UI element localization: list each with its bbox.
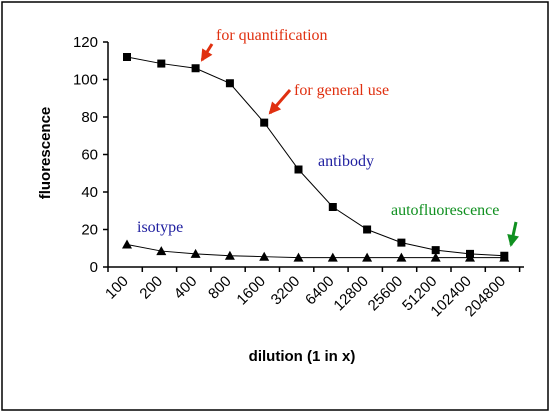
data-point [328, 203, 337, 211]
y-tick-label: 100 [73, 72, 98, 89]
annotation: antibody [318, 153, 374, 170]
data-point [225, 79, 234, 88]
annotation-arrowhead [268, 101, 282, 115]
annotation: for quantification [200, 27, 328, 62]
data-point [122, 239, 132, 249]
annotation-label: antibody [318, 153, 374, 170]
annotation-label: for general use [294, 82, 389, 99]
data-point [156, 246, 167, 256]
data-point [396, 252, 407, 262]
annotation-arrowhead [507, 233, 519, 247]
x-axis-title: dilution (1 in x) [249, 348, 356, 365]
series-layer [122, 53, 510, 262]
annotation: for general use [268, 82, 389, 115]
data-point [465, 252, 475, 262]
data-point [430, 252, 441, 262]
data-point [260, 118, 269, 127]
y-axis-title: fluorescence [37, 107, 54, 200]
y-tick-label: 80 [81, 109, 98, 126]
annotation: autofluorescence [391, 202, 519, 247]
series-line [126, 244, 505, 259]
y-tick-label: 0 [90, 259, 98, 276]
data-point [499, 252, 510, 262]
data-point [362, 252, 373, 262]
data-point [293, 252, 304, 262]
data-point [157, 59, 166, 68]
data-point [363, 225, 372, 234]
data-point [224, 250, 235, 260]
y-tick-label: 120 [73, 34, 98, 51]
y-tick-label: 60 [81, 147, 98, 164]
annotation-label: for quantification [216, 27, 328, 44]
data-point [397, 238, 406, 247]
data-point [123, 53, 131, 61]
series-line [126, 56, 505, 257]
annotation: isotype [137, 219, 183, 236]
data-point [190, 248, 201, 258]
data-point [259, 251, 270, 261]
annotation-label: isotype [137, 219, 183, 236]
y-tick-label: 20 [81, 222, 98, 239]
y-ticks: 0 20 40 60 80 100 120 [73, 34, 108, 276]
annotation-arrowhead [200, 48, 213, 62]
data-point [431, 246, 440, 255]
annotation-label: autofluorescence [391, 202, 499, 219]
data-point [191, 64, 200, 73]
annotation-layer: for quantification for general use antibod… [137, 27, 519, 247]
y-tick-label: 40 [81, 184, 98, 201]
series-2 [122, 239, 510, 262]
data-point [327, 252, 338, 262]
data-point [294, 165, 303, 174]
